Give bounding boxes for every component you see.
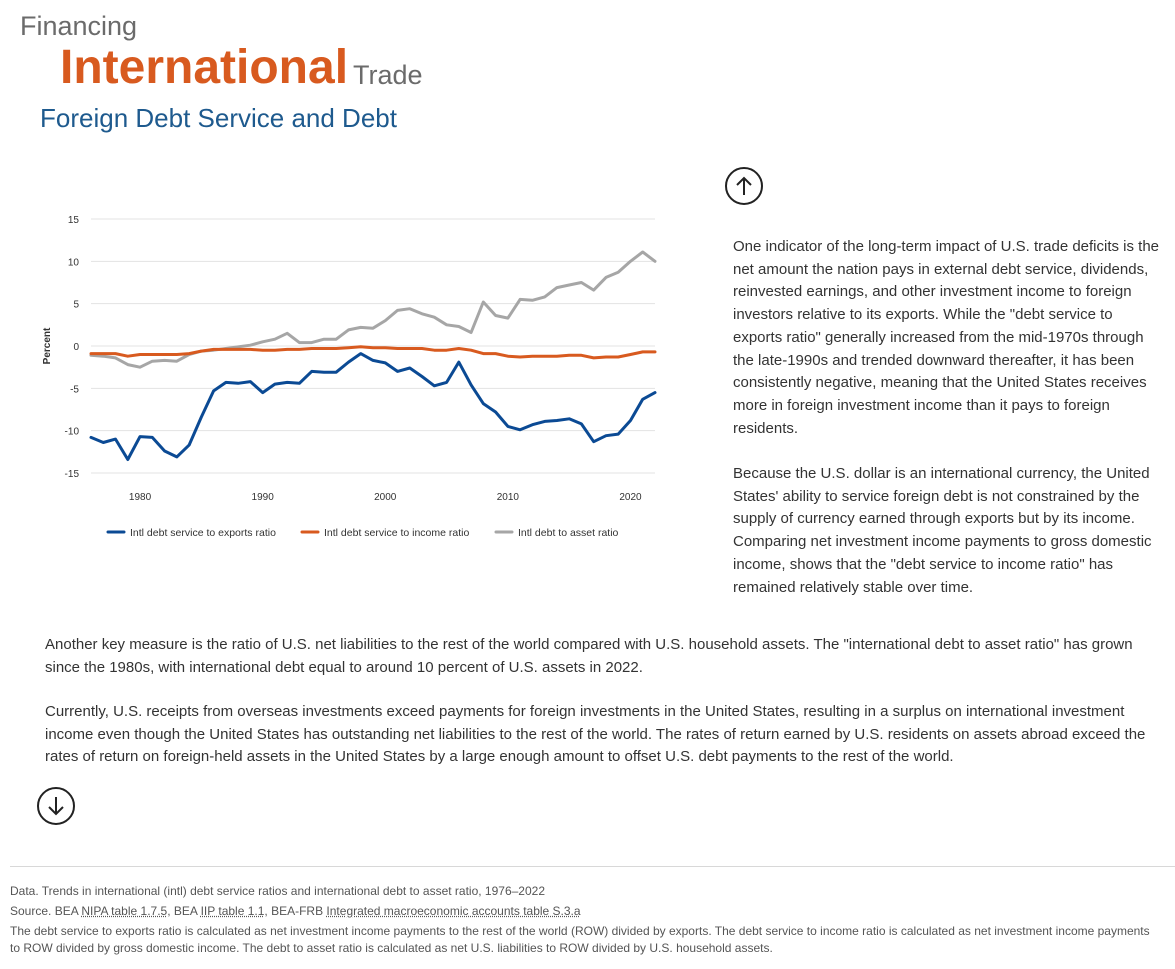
section-subtitle: Foreign Debt Service and Debt bbox=[40, 103, 397, 133]
y-tick-label: -5 bbox=[70, 384, 79, 395]
x-tick-label: 1990 bbox=[252, 492, 275, 503]
x-tick-label: 2000 bbox=[374, 492, 397, 503]
body-paragraph-income: Because the U.S. dollar is an internatio… bbox=[733, 465, 1152, 596]
x-tick-label: 2010 bbox=[497, 492, 520, 503]
footer-source-sep2: , BEA-FRB bbox=[264, 904, 327, 918]
x-tick-label: 1980 bbox=[129, 492, 152, 503]
legend-label: Intl debt to asset ratio bbox=[518, 527, 619, 539]
y-tick-label: 0 bbox=[73, 342, 79, 353]
footer-source-line: Source. BEA NIPA table 1.7.5, BEA IIP ta… bbox=[10, 903, 1160, 920]
y-tick-label: 15 bbox=[68, 215, 80, 226]
series-line-intl-debt-service-to-exports-ratio bbox=[89, 352, 657, 461]
y-tick-label: -10 bbox=[65, 427, 80, 438]
y-tick-label: 10 bbox=[68, 257, 80, 268]
footer-data-line: Data. Trends in international (intl) deb… bbox=[10, 884, 545, 898]
debt-ratio-chart: 15 10 5 0 -5 -10 -15 1980 1990 2000 2010 2020 Percen… bbox=[42, 215, 657, 539]
iip-table-link[interactable]: IIP table 1.1 bbox=[200, 904, 265, 918]
nipa-table-link[interactable]: NIPA table 1.7.5 bbox=[81, 904, 168, 918]
page-kicker: Financing bbox=[20, 11, 138, 41]
x-tick-label: 2020 bbox=[619, 492, 642, 503]
body-paragraph-exports: One indicator of the long-term impact of… bbox=[733, 238, 1160, 437]
y-axis-label: Percent bbox=[42, 327, 53, 364]
series-line-intl-debt-to-asset-ratio bbox=[89, 250, 657, 369]
page-title-tail: Trade bbox=[353, 60, 423, 90]
footer-source-sep1: , BEA bbox=[167, 904, 201, 918]
scroll-down-button[interactable] bbox=[37, 787, 75, 825]
arrow-up-icon bbox=[736, 176, 752, 195]
scroll-up-button[interactable] bbox=[725, 167, 763, 205]
y-tick-label: -15 bbox=[65, 469, 80, 480]
y-tick-label: 5 bbox=[73, 300, 79, 311]
series-line-intl-debt-service-to-income-ratio bbox=[89, 345, 657, 360]
legend-label: Intl debt service to income ratio bbox=[324, 527, 469, 539]
legend-label: Intl debt service to exports ratio bbox=[130, 527, 276, 539]
body-paragraph-returns: Currently, U.S. receipts from overseas i… bbox=[45, 703, 1146, 766]
footer-methodology-note: The debt service to exports ratio is cal… bbox=[10, 924, 1150, 955]
footer-source-prefix: Source. BEA bbox=[10, 904, 82, 918]
arrow-down-icon bbox=[48, 797, 64, 816]
page-title: International bbox=[60, 41, 349, 94]
body-paragraph-asset: Another key measure is the ratio of U.S.… bbox=[45, 636, 1133, 676]
footer-divider bbox=[10, 866, 1175, 867]
ima-table-link[interactable]: Integrated macroeconomic accounts table … bbox=[326, 904, 581, 918]
